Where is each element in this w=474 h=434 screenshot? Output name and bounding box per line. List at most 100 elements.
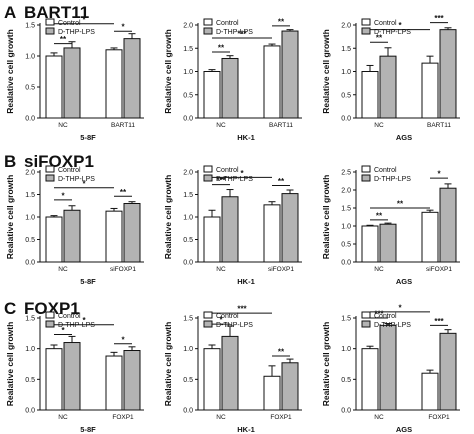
y-tick-label: 2.5 bbox=[341, 170, 351, 177]
y-tick-label: 1.5 bbox=[341, 316, 351, 323]
legend-swatch bbox=[361, 174, 371, 182]
significance-label: * bbox=[398, 303, 402, 312]
chart-panel: Realative cell growth 0.0 0.5 1.0 1.5 2.0 2.5 N… bbox=[321, 165, 460, 286]
category-label: NC bbox=[374, 266, 384, 273]
y-tick-label: 0.0 bbox=[183, 408, 193, 415]
category-label: FOXP1 bbox=[112, 414, 134, 421]
legend-label: D-THP-LPS bbox=[374, 322, 411, 329]
legend-label: D-THP-LPS bbox=[216, 322, 253, 329]
y-tick-label: 2.0 bbox=[183, 23, 193, 30]
y-tick-label: 0.0 bbox=[341, 116, 351, 123]
significance-label: * bbox=[61, 326, 65, 335]
bar-treated bbox=[63, 209, 81, 263]
legend-swatch bbox=[361, 27, 371, 35]
category-label: BART11 bbox=[427, 122, 451, 129]
significance-label: ** bbox=[278, 177, 285, 186]
legend-label: D-THP-LPS bbox=[216, 29, 253, 36]
significance-label: ** bbox=[376, 211, 383, 220]
chart-panel: Realative cell growth 0.0 0.5 1.0 1.5 NC FOXP1… bbox=[163, 305, 302, 434]
bar-control bbox=[105, 49, 123, 119]
y-tick-label: 0.0 bbox=[25, 116, 35, 123]
chart-panel: Realative cell growth 0.0 0.5 1.0 1.5 NC BART1… bbox=[5, 15, 144, 142]
x-axis-title: 5-8F bbox=[80, 133, 96, 142]
bar-control bbox=[263, 204, 281, 263]
legend-swatch bbox=[45, 311, 55, 319]
bar-control bbox=[45, 216, 63, 263]
category-label: NC bbox=[58, 414, 68, 421]
y-tick-label: 1.0 bbox=[183, 346, 193, 353]
y-tick-label: 1.0 bbox=[341, 346, 351, 353]
bar-control bbox=[421, 211, 439, 263]
significance-label: * bbox=[82, 179, 86, 188]
legend-label: Control bbox=[58, 167, 81, 174]
category-label: NC bbox=[58, 122, 68, 129]
bar-control bbox=[203, 216, 221, 263]
y-tick-label: 0.5 bbox=[183, 377, 193, 384]
y-tick-label: 1.5 bbox=[25, 316, 35, 323]
chart-panel: Realative cell growth 0.0 0.5 1.0 1.5 2.0 NC BA… bbox=[321, 14, 460, 142]
significance-label: * bbox=[219, 316, 223, 325]
y-tick-label: 1.5 bbox=[341, 46, 351, 53]
y-tick-label: 0.5 bbox=[341, 377, 351, 384]
category-label: BART11 bbox=[269, 122, 293, 129]
x-axis-title: HK-1 bbox=[237, 425, 255, 434]
bar-treated bbox=[63, 342, 81, 411]
significance-label: * bbox=[121, 23, 125, 32]
x-axis-title: AGS bbox=[396, 425, 412, 434]
bar-treated bbox=[123, 38, 141, 119]
y-axis-label: Realative cell growth bbox=[163, 322, 173, 407]
bar-treated bbox=[221, 196, 239, 263]
legend-swatch bbox=[361, 311, 371, 319]
row-a-letter: A bbox=[4, 3, 16, 22]
y-tick-label: 1.5 bbox=[183, 316, 193, 323]
y-tick-label: 1.0 bbox=[25, 346, 35, 353]
y-tick-label: 0.0 bbox=[341, 408, 351, 415]
y-tick-label: 0.0 bbox=[25, 408, 35, 415]
legend-swatch bbox=[45, 320, 55, 328]
y-tick-label: 0.5 bbox=[183, 92, 193, 99]
bar-control bbox=[421, 62, 439, 119]
legend-swatch bbox=[361, 320, 371, 328]
bar-treated bbox=[123, 350, 141, 411]
y-tick-label: 1.5 bbox=[183, 46, 193, 53]
bar-treated bbox=[281, 193, 299, 263]
y-tick-label: 0.0 bbox=[183, 260, 193, 267]
row-c-title: FOXP1 bbox=[24, 299, 80, 318]
legend-label: D-THP-LPS bbox=[374, 176, 411, 183]
y-tick-label: 1.0 bbox=[25, 215, 35, 222]
bar-control bbox=[263, 45, 281, 119]
legend-label: D-THP-LPS bbox=[58, 176, 95, 183]
significance-label: *** bbox=[237, 30, 247, 39]
significance-label: ** bbox=[397, 200, 404, 209]
bar-treated bbox=[379, 324, 397, 411]
legend-swatch bbox=[45, 18, 55, 26]
y-tick-label: 2.0 bbox=[341, 23, 351, 30]
legend-swatch bbox=[203, 18, 213, 26]
chart-panel: Realative cell growth 0.0 0.5 1.0 1.5 2.0 NC BA… bbox=[163, 17, 302, 142]
row-b-title: siFOXP1 bbox=[24, 152, 94, 171]
y-axis-label: Realative cell growth bbox=[163, 175, 173, 260]
y-tick-label: 0.5 bbox=[25, 237, 35, 244]
row-a-title: BART11 bbox=[24, 3, 89, 22]
category-label: NC bbox=[58, 266, 68, 273]
y-tick-label: 0.5 bbox=[25, 85, 35, 92]
category-label: NC bbox=[374, 414, 384, 421]
legend-label: D-THP-LPS bbox=[374, 29, 411, 36]
bar-control bbox=[361, 225, 379, 263]
legend-label: D-THP-LPS bbox=[58, 322, 95, 329]
y-tick-label: 1.5 bbox=[341, 206, 351, 213]
y-tick-label: 1.5 bbox=[25, 192, 35, 199]
category-label: siFOXP1 bbox=[268, 266, 294, 273]
significance-label: ** bbox=[120, 188, 127, 197]
bar-control bbox=[105, 355, 123, 411]
category-label: NC bbox=[216, 266, 226, 273]
legend-label: Control bbox=[374, 167, 397, 174]
row-c-letter: C bbox=[4, 299, 16, 318]
y-tick-label: 1.0 bbox=[341, 69, 351, 76]
legend-label: Control bbox=[216, 20, 239, 27]
y-tick-label: 0.5 bbox=[341, 92, 351, 99]
significance-label: ** bbox=[278, 17, 285, 26]
bar-control bbox=[361, 71, 379, 119]
bar-control bbox=[45, 348, 63, 411]
